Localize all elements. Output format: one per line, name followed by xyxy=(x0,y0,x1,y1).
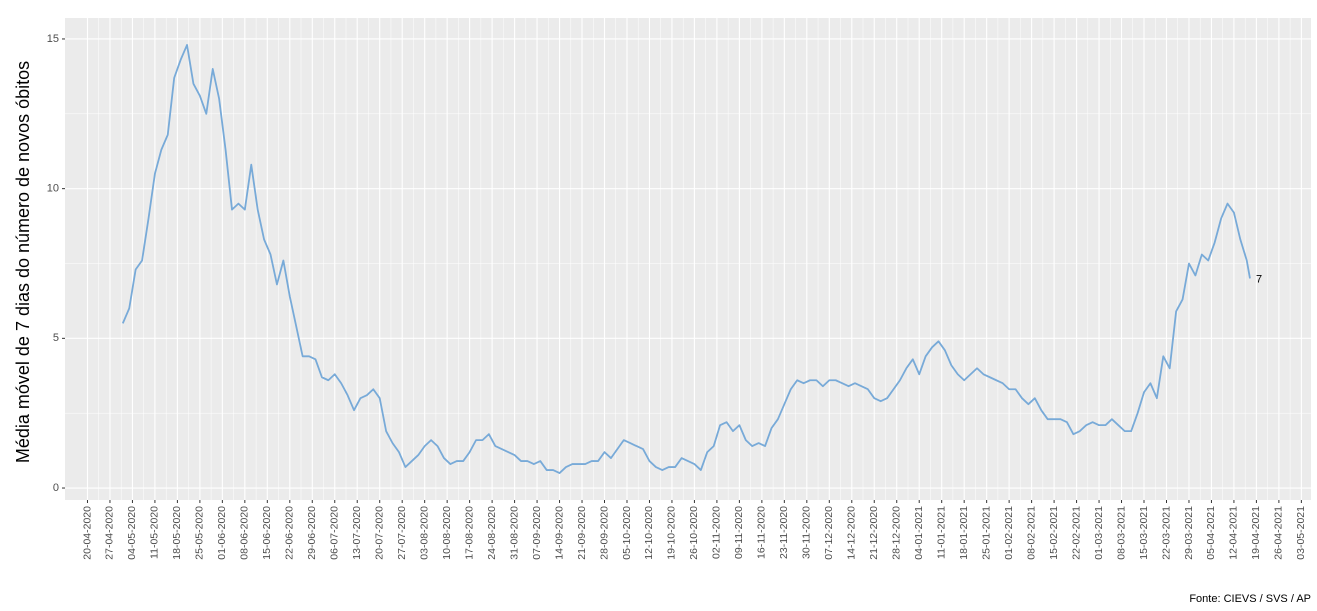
x-tick-label: 11-01-2021 xyxy=(935,506,947,559)
line xyxy=(121,44,1251,474)
x-tick-label: 09-11-2020 xyxy=(733,506,745,559)
x-tick-label: 07-09-2020 xyxy=(531,506,543,560)
caption: Fonte: CIEVS / SVS / AP xyxy=(1189,593,1311,605)
x-tick-label: 25-05-2020 xyxy=(194,506,206,560)
x-tick-label: 23-11-2020 xyxy=(778,506,790,559)
x-tick-label: 08-02-2021 xyxy=(1025,506,1037,560)
x-tick-label: 01-03-2021 xyxy=(1093,506,1105,560)
x-tick-label: 20-04-2020 xyxy=(81,506,93,560)
x-tick-label: 22-02-2021 xyxy=(1070,506,1082,560)
x-tick-label: 22-06-2020 xyxy=(284,506,296,560)
x-tick-label: 18-05-2020 xyxy=(171,506,183,560)
x-tick-label: 01-02-2021 xyxy=(1003,506,1015,560)
x-tick-label: 08-03-2021 xyxy=(1115,506,1127,560)
x-tick-label: 14-12-2020 xyxy=(846,506,858,560)
x-tick-label: 29-06-2020 xyxy=(306,506,318,560)
x-tick-label: 26-10-2020 xyxy=(688,506,700,560)
end-label: 7 xyxy=(1256,273,1262,285)
x-tick-label: 19-10-2020 xyxy=(666,506,678,560)
x-tick-label: 29-03-2021 xyxy=(1183,506,1195,560)
y-tick-label: 15 xyxy=(47,33,59,45)
grid xyxy=(65,18,1311,500)
x-tick-label: 11-05-2020 xyxy=(149,506,161,559)
y-tick-label: 10 xyxy=(47,183,59,195)
x-tick-label: 06-07-2020 xyxy=(329,506,341,560)
x-tick-label: 17-08-2020 xyxy=(463,506,475,560)
x-tick-label: 04-01-2021 xyxy=(913,506,925,560)
x-tick-label: 22-03-2021 xyxy=(1160,506,1172,560)
x-tick-label: 08-06-2020 xyxy=(239,506,251,560)
x-tick-label: 21-12-2020 xyxy=(868,506,880,560)
x-tick-label: 21-09-2020 xyxy=(576,506,588,560)
x-tick-label: 15-02-2021 xyxy=(1048,506,1060,560)
x-tick-label: 15-03-2021 xyxy=(1138,506,1150,560)
x-tick-label: 07-12-2020 xyxy=(823,506,835,560)
x-tick-label: 16-11-2020 xyxy=(756,506,768,559)
x-tick-label: 20-07-2020 xyxy=(373,506,385,560)
x-tick-label: 28-09-2020 xyxy=(598,506,610,560)
x-tick-label: 31-08-2020 xyxy=(508,506,520,560)
x-tick-label: 19-04-2021 xyxy=(1250,506,1262,560)
x-tick-label: 03-08-2020 xyxy=(418,506,430,560)
marks xyxy=(121,44,1251,474)
y-axis-title: Média móvel de 7 dias do número de novos… xyxy=(13,61,33,463)
x-tick-label: 02-11-2020 xyxy=(711,506,723,559)
x-tick-label: 10-08-2020 xyxy=(441,506,453,560)
x-tick-label: 27-07-2020 xyxy=(396,506,408,560)
x-tick-label: 26-04-2021 xyxy=(1273,506,1285,560)
x-tick-label: 24-08-2020 xyxy=(486,506,498,560)
x-tick-label: 12-04-2021 xyxy=(1228,506,1240,560)
x-tick-label: 04-05-2020 xyxy=(126,506,138,560)
y-tick-label: 0 xyxy=(53,482,59,494)
x-tick-label: 18-01-2021 xyxy=(958,506,970,560)
x-tick-label: 13-07-2020 xyxy=(351,506,363,560)
x-tick-label: 05-04-2021 xyxy=(1205,506,1217,560)
x-tick-label: 25-01-2021 xyxy=(980,506,992,560)
x-tick-label: 28-12-2020 xyxy=(891,506,903,560)
x-tick-label: 15-06-2020 xyxy=(261,506,273,560)
x-tick-label: 30-11-2020 xyxy=(801,506,813,559)
x-tick-label: 14-09-2020 xyxy=(553,506,565,560)
x-tick-label: 03-05-2021 xyxy=(1295,506,1307,560)
panel xyxy=(65,18,1311,500)
x-tick-label: 12-10-2020 xyxy=(643,506,655,560)
x-tick-label: 27-04-2020 xyxy=(104,506,116,560)
y-tick-label: 5 xyxy=(53,332,59,344)
x-tick-label: 05-10-2020 xyxy=(621,506,633,560)
x-tick-label: 01-06-2020 xyxy=(216,506,228,560)
